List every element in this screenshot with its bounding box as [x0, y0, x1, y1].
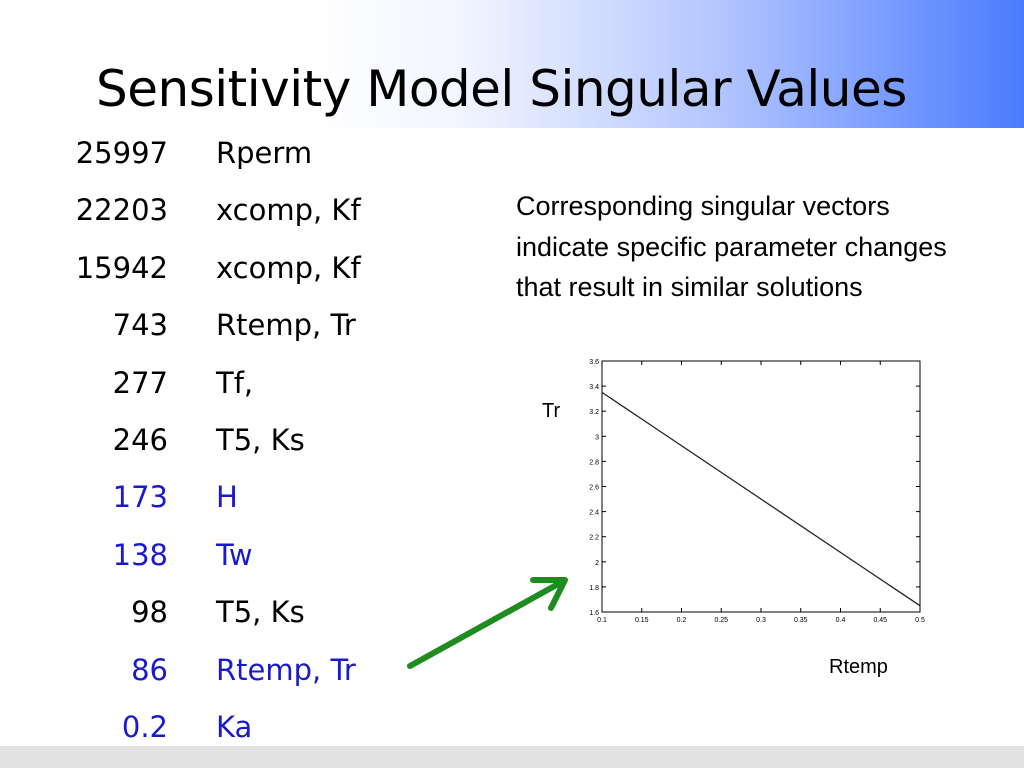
parameter-names: Ka	[216, 709, 253, 744]
singular-vector-plot: 1.6 1.8 2 2.2 2.4 2.6 2.8 3 3.2 3.4 3.6 0.1 0.15 0.2 0…	[560, 355, 940, 639]
y-tick-label: 3.2	[589, 409, 599, 416]
y-tick-label: 2.4	[589, 510, 599, 517]
singular-value-row: 25997 Rperm	[56, 130, 416, 187]
x-tick-label: 0.4	[836, 617, 846, 624]
x-axis-label: Rtemp	[829, 656, 888, 678]
y-tick-label: 2.8	[589, 459, 599, 466]
slide-title: Sensitivity Model Singular Values	[96, 60, 907, 118]
singular-value: 743	[112, 308, 168, 343]
title-banner-gradient	[0, 0, 1024, 128]
singular-value-row: 0.2 Ka	[56, 704, 416, 761]
singular-values-list: 25997 Rperm 22203 xcomp, Kf 15942 xcomp, Kf 74…	[56, 130, 416, 761]
singular-value: 173	[112, 480, 168, 515]
parameter-names: xcomp, Kf	[216, 250, 361, 285]
y-axis-label: Tr	[542, 400, 561, 422]
singular-value-row: 173 H	[56, 474, 416, 531]
arrow-shaft	[407, 580, 563, 669]
arrow-head	[530, 577, 568, 611]
series-line	[601, 391, 921, 607]
x-tick-label: 0.35	[794, 617, 808, 624]
footer-bar	[0, 746, 1024, 768]
x-tick-label: 0.1	[597, 617, 607, 624]
explanation-note: Corresponding singular vectors indicate …	[516, 191, 947, 302]
singular-value: 15942	[75, 250, 168, 285]
parameter-names: Rtemp, Tr	[216, 652, 356, 687]
singular-value: 98	[131, 595, 168, 630]
y-tick-label: 2.6	[589, 485, 599, 492]
singular-value: 0.2	[121, 709, 168, 744]
x-tick-label: 0.25	[714, 617, 728, 624]
singular-value-row: 246 T5, Ks	[56, 417, 416, 474]
y-tick-label: 2.2	[589, 535, 599, 542]
y-tick-label: 1.8	[589, 585, 599, 592]
singular-value-row: 15942 xcomp, Kf	[56, 245, 416, 302]
singular-value: 138	[112, 537, 168, 572]
x-tick-label: 0.45	[873, 617, 887, 624]
singular-value: 86	[131, 652, 168, 687]
singular-value-row: 743 Rtemp, Tr	[56, 302, 416, 359]
y-tick-label: 3	[595, 434, 599, 441]
plot-svg: 1.6 1.8 2 2.2 2.4 2.6 2.8 3 3.2 3.4 3.6 0.1 0.15 0.2 0…	[589, 359, 925, 624]
x-tick-label: 0.3	[756, 617, 766, 624]
singular-value-row: 22203 xcomp, Kf	[56, 187, 416, 244]
x-tick-label: 0.15	[635, 617, 649, 624]
singular-value-row: 277 Tf,	[56, 360, 416, 417]
singular-value: 25997	[75, 136, 168, 170]
singular-value: 246	[112, 422, 168, 457]
parameter-names: Tf,	[216, 365, 254, 400]
parameter-names: Tw	[216, 537, 253, 572]
parameter-names: xcomp, Kf	[216, 193, 361, 228]
parameter-names: Rtemp, Tr	[216, 308, 356, 343]
y-tick-label: 2	[595, 560, 599, 567]
x-tick-label: 0.5	[915, 617, 925, 624]
singular-value: 22203	[75, 193, 168, 228]
parameter-names: T5, Ks	[216, 595, 305, 630]
singular-value-row: 138 Tw	[56, 532, 416, 589]
y-tick-label: 3.6	[589, 359, 599, 366]
parameter-names: H	[216, 480, 238, 515]
parameter-names: Rperm	[216, 136, 313, 170]
singular-value: 277	[112, 365, 168, 400]
singular-value-row: 86 Rtemp, Tr	[56, 647, 416, 704]
singular-value-row: 98 T5, Ks	[56, 589, 416, 646]
x-tick-label: 0.2	[677, 617, 687, 624]
y-tick-label: 1.6	[589, 610, 599, 617]
parameter-names: T5, Ks	[216, 422, 305, 457]
y-tick-label: 3.4	[589, 384, 599, 391]
